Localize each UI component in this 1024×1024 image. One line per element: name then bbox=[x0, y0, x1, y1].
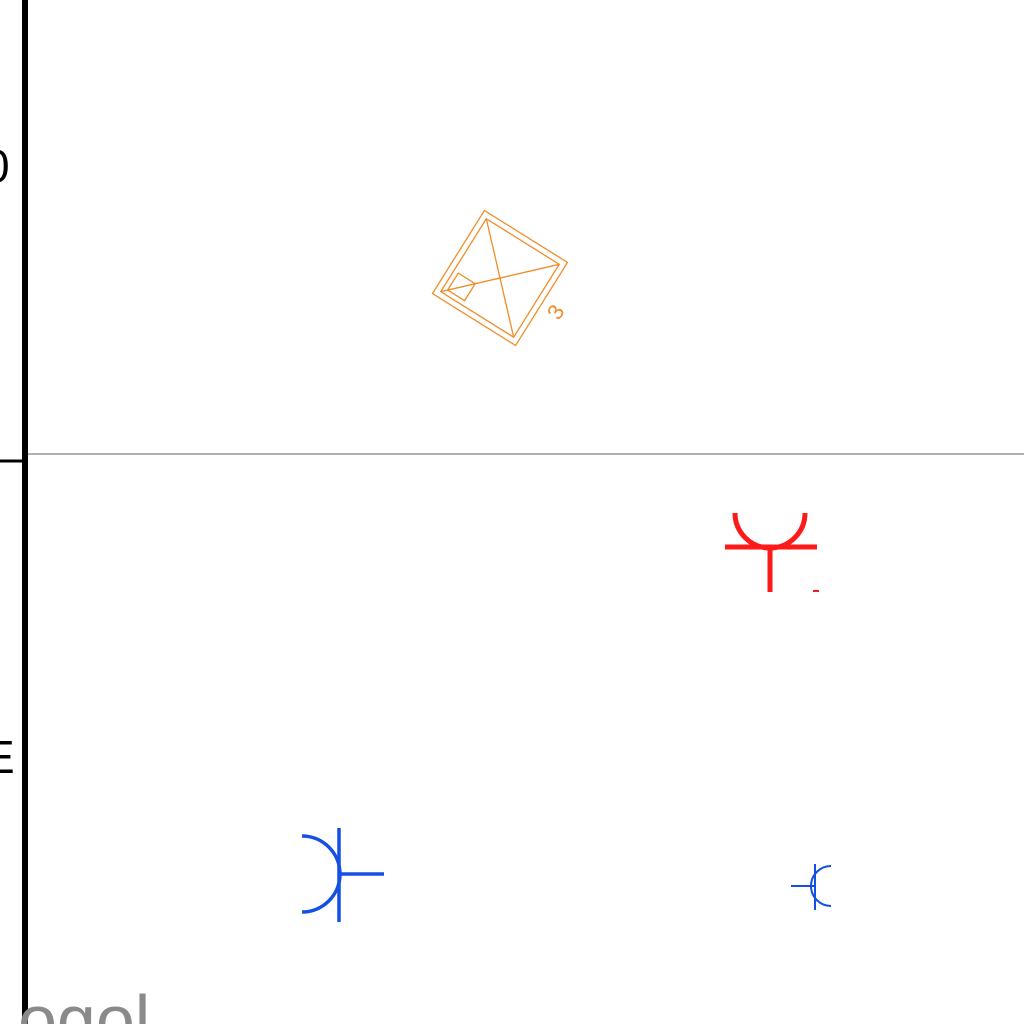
edge-label-top: 0 bbox=[0, 143, 10, 189]
receptacle-symbol bbox=[301, 828, 384, 922]
edge-label-middle: E bbox=[0, 734, 15, 780]
logo-text-fragment: ogol bbox=[18, 981, 151, 1024]
equipment-box-symbol bbox=[431, 209, 569, 347]
left-wall bbox=[22, 0, 28, 1024]
wall-outlet-symbol bbox=[725, 512, 819, 592]
equipment-tag: 3 bbox=[542, 300, 570, 324]
small-receptacle-symbol bbox=[791, 864, 832, 910]
